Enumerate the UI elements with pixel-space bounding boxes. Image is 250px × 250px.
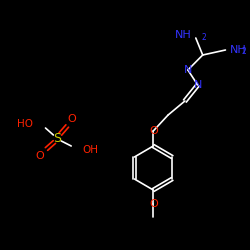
Text: NH: NH	[230, 45, 246, 55]
Text: 2: 2	[241, 48, 246, 56]
Text: NH: NH	[175, 30, 192, 40]
Text: HO: HO	[17, 119, 33, 129]
Text: S: S	[53, 132, 61, 144]
Text: O: O	[68, 114, 76, 124]
Text: O: O	[149, 199, 158, 209]
Text: N: N	[184, 65, 192, 75]
Text: N: N	[194, 80, 202, 90]
Text: 2: 2	[202, 32, 206, 42]
Text: OH: OH	[82, 145, 98, 155]
Text: O: O	[35, 151, 44, 161]
Text: O: O	[149, 126, 158, 136]
